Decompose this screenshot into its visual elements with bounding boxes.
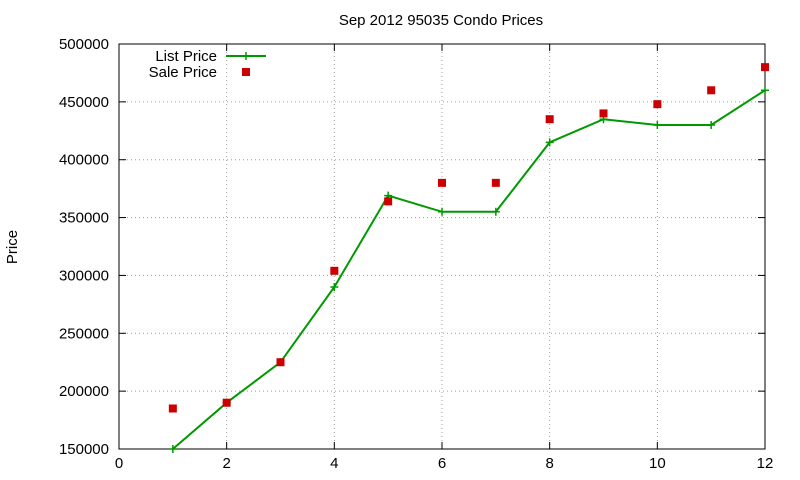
x-tick-label: 10 — [649, 455, 666, 472]
list-price-point — [653, 121, 662, 129]
series-sale-price — [168, 63, 769, 413]
legend-plus-swatch — [242, 52, 250, 60]
plot-frame — [118, 43, 766, 450]
sale-price-point — [545, 115, 554, 124]
y-tick-label: 350000 — [59, 210, 109, 227]
y-tick-label: 300000 — [59, 267, 109, 284]
grid-lines — [119, 44, 765, 449]
list-price-line — [172, 89, 766, 450]
list-price-point — [545, 138, 554, 147]
x-tick-label: 2 — [222, 455, 230, 472]
sale-price-point — [330, 266, 339, 275]
sale-price-point — [168, 404, 177, 413]
legend-square-swatch — [242, 68, 250, 76]
y-tick-label: 150000 — [59, 441, 109, 458]
axis-ticks: 0 2 4 6 8 10 12 150000 200000 250000 300000 350000 4… — [59, 36, 773, 472]
sale-price-point — [653, 100, 662, 109]
x-tick-label: 4 — [330, 455, 338, 472]
legend-label: List Price — [155, 48, 217, 65]
x-tick-label: 6 — [438, 455, 446, 472]
sale-price-point — [599, 109, 608, 118]
y-tick-label: 450000 — [59, 94, 109, 111]
list-price-point — [438, 207, 446, 216]
y-tick-label: 250000 — [59, 325, 109, 342]
sale-price-point — [491, 178, 500, 187]
list-price-point — [168, 445, 177, 453]
y-tick-label: 400000 — [59, 152, 109, 169]
series-list-price — [168, 86, 769, 453]
list-price-point — [707, 121, 716, 129]
sale-price-point — [384, 197, 393, 206]
x-tick-label: 8 — [545, 455, 553, 472]
sale-price-point — [761, 63, 769, 72]
y-tick-label: 200000 — [59, 383, 109, 400]
list-price-point — [491, 207, 500, 216]
y-axis-label: Price — [4, 230, 21, 264]
y-tick-label: 500000 — [59, 36, 109, 53]
sale-price-point — [276, 358, 285, 367]
chart-title: Sep 2012 95035 Condo Prices — [339, 12, 543, 29]
list-price-point — [330, 283, 339, 291]
legend-label: Sale Price — [149, 64, 217, 81]
sale-price-point — [222, 398, 231, 407]
series-layer — [168, 63, 769, 453]
list-price-point — [761, 86, 769, 95]
x-tick-label: 0 — [115, 455, 123, 472]
sale-price-point — [438, 178, 446, 187]
x-tick-label: 12 — [757, 455, 774, 472]
sale-price-point — [707, 86, 716, 95]
